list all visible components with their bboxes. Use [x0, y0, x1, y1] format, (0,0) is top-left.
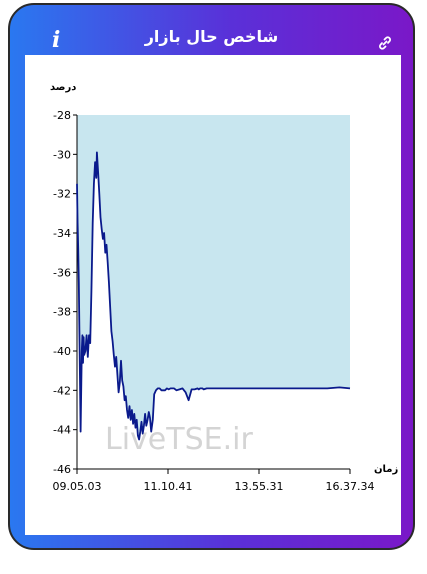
x-tick-label: 13.55.31	[235, 480, 284, 493]
y-tick-label: -42	[53, 384, 71, 397]
plot-area: -28 -30 -32 -34 -36 -38 -40 -42 -44 -46 09.05.03 11…	[53, 109, 375, 493]
market-index-chart: درصد زمان -28 -30 -32 -34 -36 -38 -40 -42 -44 -46…	[50, 82, 398, 493]
area-fill	[77, 115, 350, 440]
y-tick-label: -36	[53, 266, 71, 279]
x-axis-label: زمان	[374, 464, 398, 475]
chart-panel: درصد زمان -28 -30 -32 -34 -36 -38 -40 -42 -44 -46…	[25, 55, 401, 535]
y-tick-label: -32	[53, 188, 71, 201]
y-axis-label: درصد	[50, 82, 76, 93]
y-tick-label: -38	[53, 306, 71, 319]
y-tick-label: -30	[53, 148, 71, 161]
series-line	[76, 151, 351, 441]
link-icon-svg	[379, 36, 391, 50]
x-tick-label: 16.37.34	[326, 480, 375, 493]
watermark: LiveTSE.ir	[105, 422, 253, 457]
y-tick-label: -46	[53, 463, 71, 476]
x-tick-label: 11.10.41	[144, 480, 193, 493]
y-tick-label: -40	[53, 345, 71, 358]
y-tick-label: -28	[53, 109, 71, 122]
info-icon[interactable]: i	[52, 27, 61, 53]
x-tick-label: 09.05.03	[53, 480, 102, 493]
link-icon[interactable]	[377, 35, 393, 55]
page-title: شاخص حال بازار	[144, 27, 279, 46]
y-tick-label: -34	[53, 227, 71, 240]
y-tick-label: -44	[53, 424, 71, 437]
